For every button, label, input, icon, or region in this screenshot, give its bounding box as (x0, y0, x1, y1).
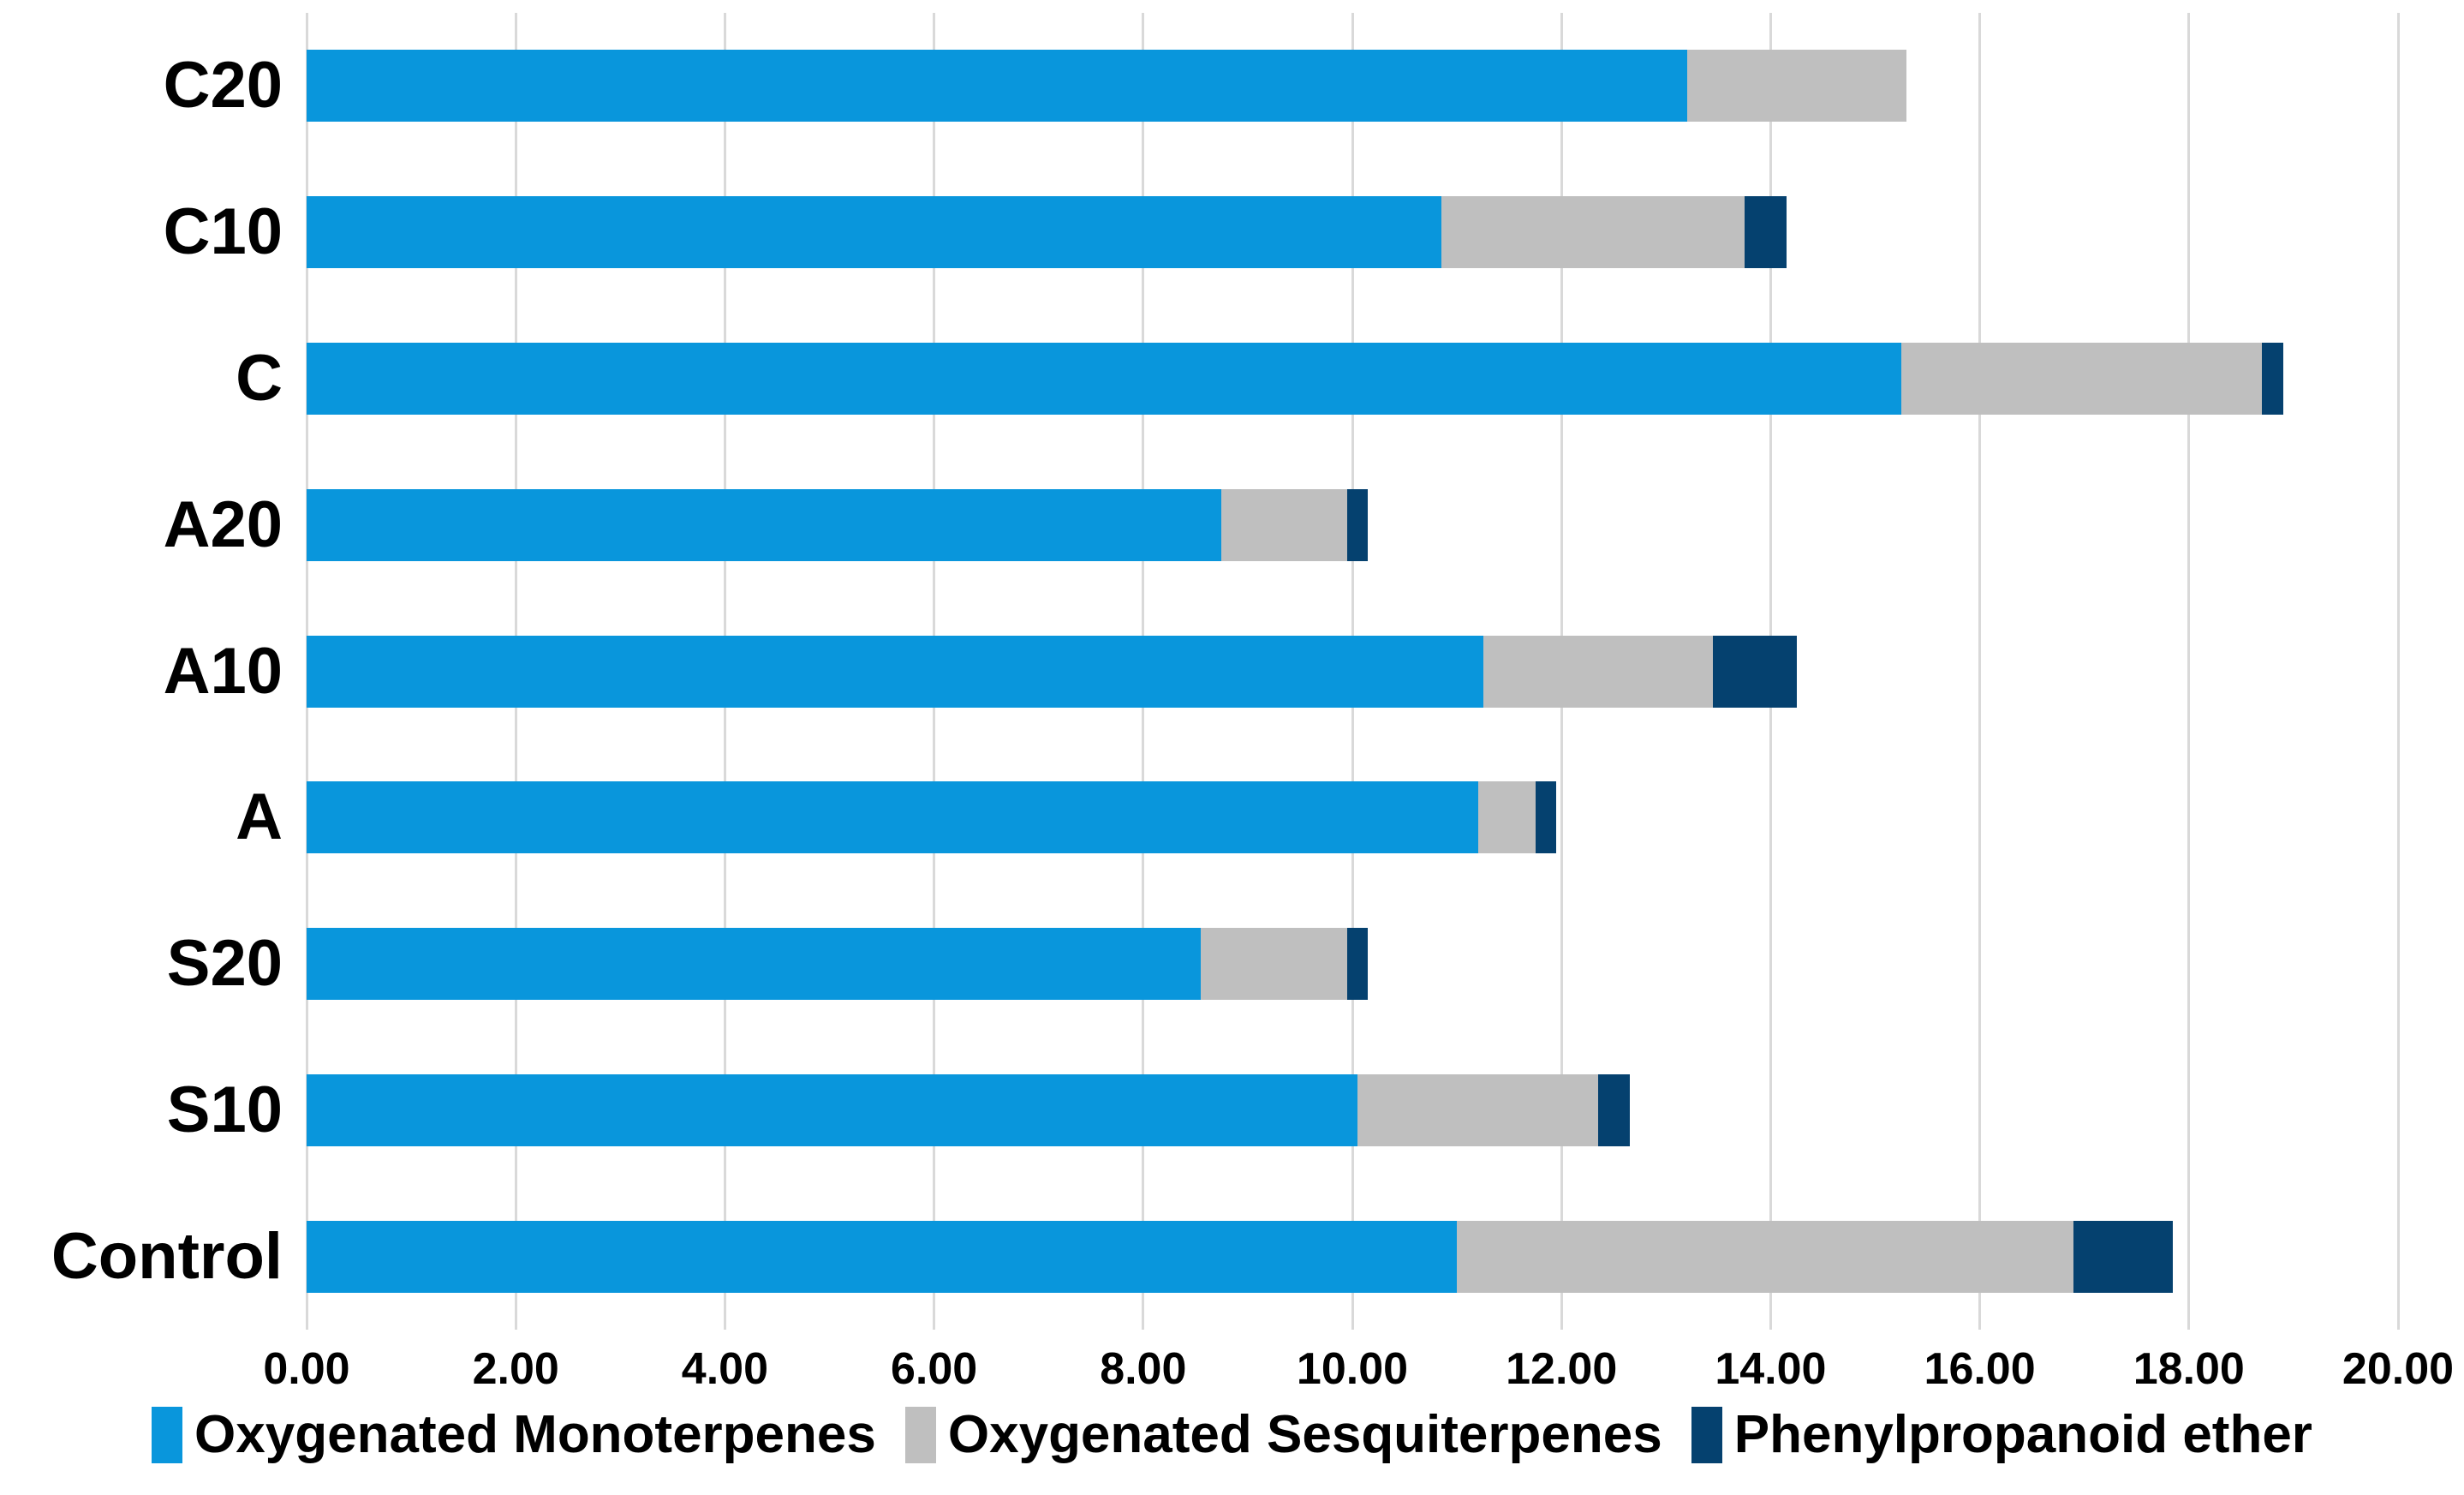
category-label: A20 (163, 487, 283, 561)
legend-item: Oxygenated Monoterpenes (152, 1407, 876, 1463)
legend-label: Oxygenated Sesquiterpenes (947, 1405, 1662, 1464)
bar-row (307, 196, 2398, 269)
bar-segment (307, 1073, 1358, 1146)
bar-segment (1477, 781, 1536, 854)
bar-segment (307, 635, 1483, 708)
legend-label: Phenylpropanoid ether (1733, 1405, 2312, 1464)
bar-row (307, 1220, 2398, 1293)
bar-segment (1901, 342, 2263, 415)
x-tick-label: 6.00 (890, 1344, 978, 1394)
bar-segment (307, 781, 1478, 854)
bar-segment (1346, 928, 1369, 1001)
category-label: C20 (163, 49, 283, 123)
bar-segment (1221, 488, 1347, 561)
bar-row (307, 1073, 2398, 1146)
bar-row (307, 50, 2398, 123)
legend-swatch (1691, 1407, 1722, 1463)
bar-segment (307, 196, 1441, 269)
bar-segment (1483, 635, 1714, 708)
x-tick-label: 18.00 (2133, 1344, 2245, 1394)
x-tick-label: 10.00 (1296, 1344, 1409, 1394)
x-tick-label: 14.00 (1715, 1344, 1827, 1394)
bar-segment (307, 342, 1902, 415)
category-label: A10 (163, 634, 283, 708)
legend-swatch (152, 1407, 183, 1463)
bar-segment (307, 488, 1222, 561)
x-tick-label: 4.00 (681, 1344, 768, 1394)
bar-segment (307, 1220, 1458, 1293)
x-tick-label: 16.00 (1924, 1344, 2036, 1394)
category-label: C10 (163, 195, 283, 269)
bar-segment (2262, 342, 2283, 415)
category-label: Control (51, 1219, 283, 1293)
bar-segment (1441, 196, 1745, 269)
bar-segment (307, 50, 1687, 123)
legend-label: Oxygenated Monoterpenes (194, 1405, 876, 1464)
bar-segment (1597, 1073, 1630, 1146)
category-label: C (236, 341, 283, 415)
bar-segment (1200, 928, 1347, 1001)
category-label: S20 (166, 927, 283, 1001)
x-tick-label: 0.00 (263, 1344, 350, 1394)
x-tick-label: 20.00 (2342, 1344, 2455, 1394)
bar-segment (307, 928, 1201, 1001)
gridline (2396, 13, 2400, 1330)
legend-swatch (904, 1407, 936, 1463)
bar-segment (1713, 635, 1797, 708)
gridline (2187, 13, 2191, 1330)
gridline (1978, 13, 1982, 1330)
bar-row (307, 635, 2398, 708)
bar-segment (1744, 196, 1787, 269)
bar-segment (1457, 1220, 2074, 1293)
bar-segment (1535, 781, 1557, 854)
legend-item: Oxygenated Sesquiterpenes (904, 1405, 1662, 1464)
bar-row (307, 928, 2398, 1001)
x-tick-label: 8.00 (1100, 1344, 1187, 1394)
category-label: A (236, 780, 283, 854)
bar-segment (1686, 50, 1907, 123)
bar-row (307, 488, 2398, 561)
legend: Oxygenated Monoterpenes Oxygenated Sesqui… (0, 1407, 2464, 1463)
bar-segment (2073, 1220, 2174, 1293)
x-tick-label: 2.00 (472, 1344, 559, 1394)
bar-segment (1357, 1073, 1598, 1146)
legend-item: Phenylpropanoid ether (1691, 1407, 2312, 1463)
bar-segment (1346, 488, 1369, 561)
category-label: S10 (166, 1073, 283, 1146)
bar-row (307, 781, 2398, 854)
bar-row (307, 342, 2398, 415)
x-tick-label: 12.00 (1506, 1344, 1618, 1394)
